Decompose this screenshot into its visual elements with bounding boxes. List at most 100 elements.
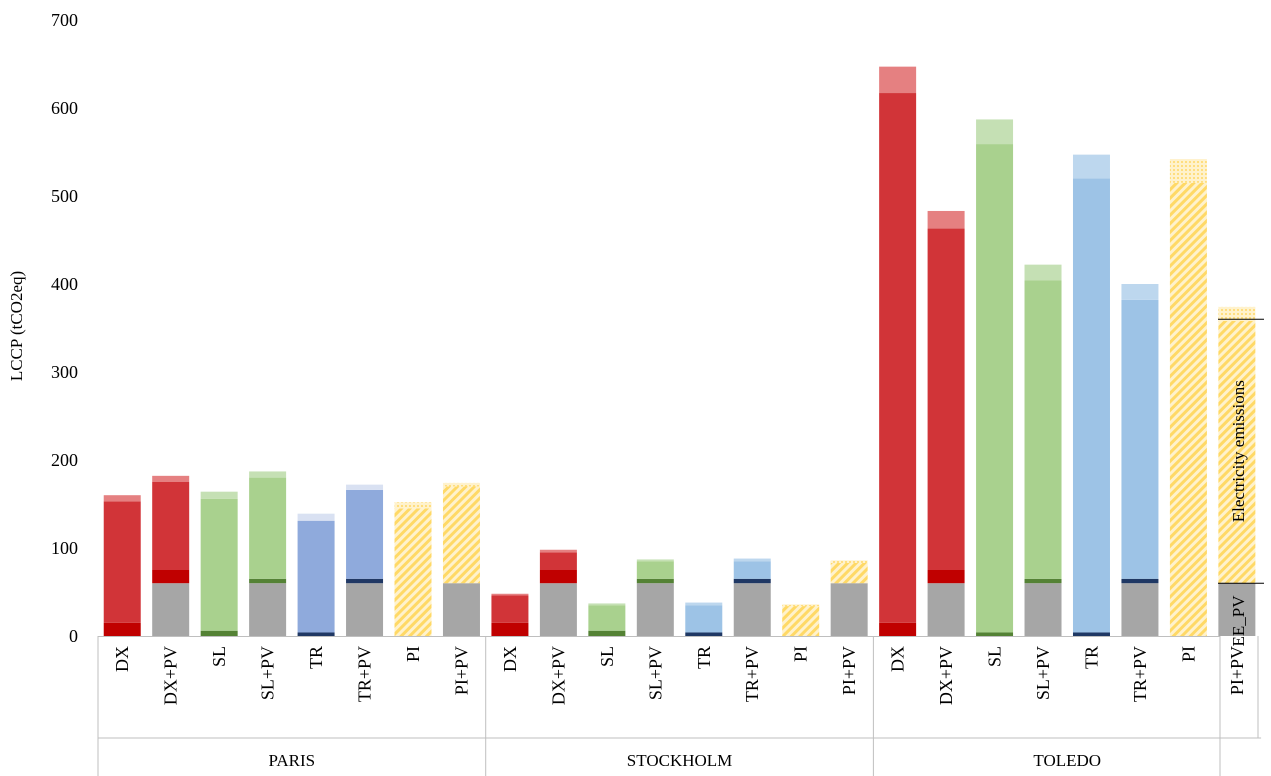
bar-segment-top (103, 495, 141, 502)
category-axis: DX DX+PV SL SL+PV TR TR+PV PI PI+PV PARIS DX DX+PV… (97, 636, 1262, 776)
x-tick-label: DX (500, 646, 520, 672)
bar-segment-top (1121, 284, 1159, 300)
bar-segment-top (346, 484, 384, 490)
bar-segment-electricity (297, 520, 335, 633)
y-axis-ticks: 0 100 200 300 400 500 600 700 (51, 10, 78, 646)
x-tick-label: DX+PV (161, 646, 181, 705)
bar-segment-direct (200, 630, 238, 636)
bar-segment-electricity (200, 498, 238, 631)
bar-segment-top (249, 471, 287, 478)
y-tick-label: 600 (51, 98, 78, 118)
bar-segment-top (1024, 264, 1062, 281)
bar-segment-electricity (636, 561, 674, 579)
bar-segment-electricity (1072, 178, 1110, 633)
bar-segment-electricity (588, 605, 626, 631)
bar-paris-sl-plus-pv (249, 471, 287, 636)
bar-segment-ee-pv (346, 583, 384, 636)
bar-segment-electricity (103, 501, 141, 623)
bar-toledo-tr-plus-pv (1121, 284, 1159, 636)
bar-segment-ee-pv (442, 583, 480, 636)
bar-segment-ee-pv (1121, 583, 1159, 636)
annotation-label: EE_PV (1229, 595, 1248, 647)
bar-segment-direct (976, 632, 1014, 636)
bar-segment-electricity (394, 508, 432, 636)
bar-segment-electricity (491, 595, 529, 623)
x-tick-label: PI+PV (451, 646, 471, 695)
bar-segment-electricity (830, 562, 868, 584)
bar-toledo-sl (976, 119, 1014, 636)
x-tick-label: TR (1081, 646, 1101, 669)
bar-segment-electricity (685, 605, 723, 633)
bar-stockholm-sl (588, 603, 626, 636)
x-tick-label: PI+PV (1227, 646, 1247, 695)
bar-segment-electricity (442, 486, 480, 584)
bar-segment-top (491, 593, 529, 596)
bar-segment-top (394, 502, 432, 509)
bar-segment-top (927, 210, 965, 229)
x-tick-label: PI (791, 646, 811, 662)
bar-segment-direct (636, 578, 674, 584)
bar-series (103, 66, 1256, 637)
bar-segment-direct (491, 622, 529, 636)
bar-stockholm-tr (685, 602, 723, 636)
bar-segment-top (685, 602, 723, 606)
bar-segment-electricity (1121, 299, 1159, 579)
bar-segment-top (636, 559, 674, 562)
bar-segment-direct (539, 570, 577, 584)
x-tick-label: SL (597, 646, 617, 667)
bar-toledo-sl-plus-pv (1024, 264, 1062, 636)
x-tick-label: PI+PV (839, 646, 859, 695)
bar-segment-electricity (1169, 182, 1207, 637)
x-tick-label: TR (694, 646, 714, 669)
bar-segment-top (297, 513, 335, 521)
bar-paris-dx-plus-pv (152, 475, 190, 636)
bar-toledo-pi-plus-pv (1218, 306, 1256, 636)
bar-segment-electricity (782, 606, 820, 636)
x-tick-label: TR+PV (742, 646, 762, 702)
bar-segment-top (733, 558, 771, 562)
y-tick-label: 0 (69, 626, 78, 646)
bar-segment-electricity (733, 561, 771, 579)
bar-segment-direct (152, 570, 190, 584)
bar-segment-direct (685, 632, 723, 636)
y-tick-label: 300 (51, 362, 78, 382)
x-tick-label: DX+PV (936, 646, 956, 705)
x-tick-label: TR+PV (355, 646, 375, 702)
x-tick-label: SL (985, 646, 1005, 667)
y-tick-label: 700 (51, 10, 78, 30)
bar-segment-ee-pv (539, 583, 577, 636)
bar-segment-ee-pv (636, 583, 674, 636)
bar-paris-tr (297, 513, 335, 636)
bar-segment-direct (103, 622, 141, 636)
bar-segment-electricity (1218, 320, 1256, 584)
bar-segment-ee-pv (249, 583, 287, 636)
x-tick-label: SL (209, 646, 229, 667)
bar-segment-direct (297, 632, 335, 636)
bar-segment-top (976, 119, 1014, 145)
bar-stockholm-tr-plus-pv (733, 558, 771, 636)
group-label: PARIS (269, 751, 316, 770)
y-tick-label: 500 (51, 186, 78, 206)
bar-segment-top (152, 475, 190, 482)
bar-segment-electricity (539, 552, 577, 570)
bar-segment-electricity (879, 93, 917, 623)
bar-segment-electricity (249, 477, 287, 579)
bar-segment-direct (1121, 578, 1159, 584)
x-tick-label: SL+PV (1033, 646, 1053, 700)
bar-paris-sl (200, 491, 238, 636)
bar-segment-direct (1024, 578, 1062, 584)
x-tick-label: PI (1178, 646, 1198, 662)
bar-segment-ee-pv (927, 583, 965, 636)
bar-segment-direct (733, 578, 771, 584)
bar-toledo-tr (1072, 154, 1110, 636)
x-tick-label: TR+PV (1130, 646, 1150, 702)
x-tick-label: SL+PV (645, 646, 665, 700)
bar-segment-top (1218, 306, 1256, 321)
bar-stockholm-pi-plus-pv (830, 560, 868, 636)
bar-segment-direct (588, 630, 626, 636)
group-label: TOLEDO (1033, 751, 1101, 770)
bar-toledo-dx-plus-pv (927, 210, 965, 636)
bar-segment-ee-pv (1024, 583, 1062, 636)
bar-toledo-dx (879, 66, 917, 636)
x-tick-label: SL+PV (258, 646, 278, 700)
